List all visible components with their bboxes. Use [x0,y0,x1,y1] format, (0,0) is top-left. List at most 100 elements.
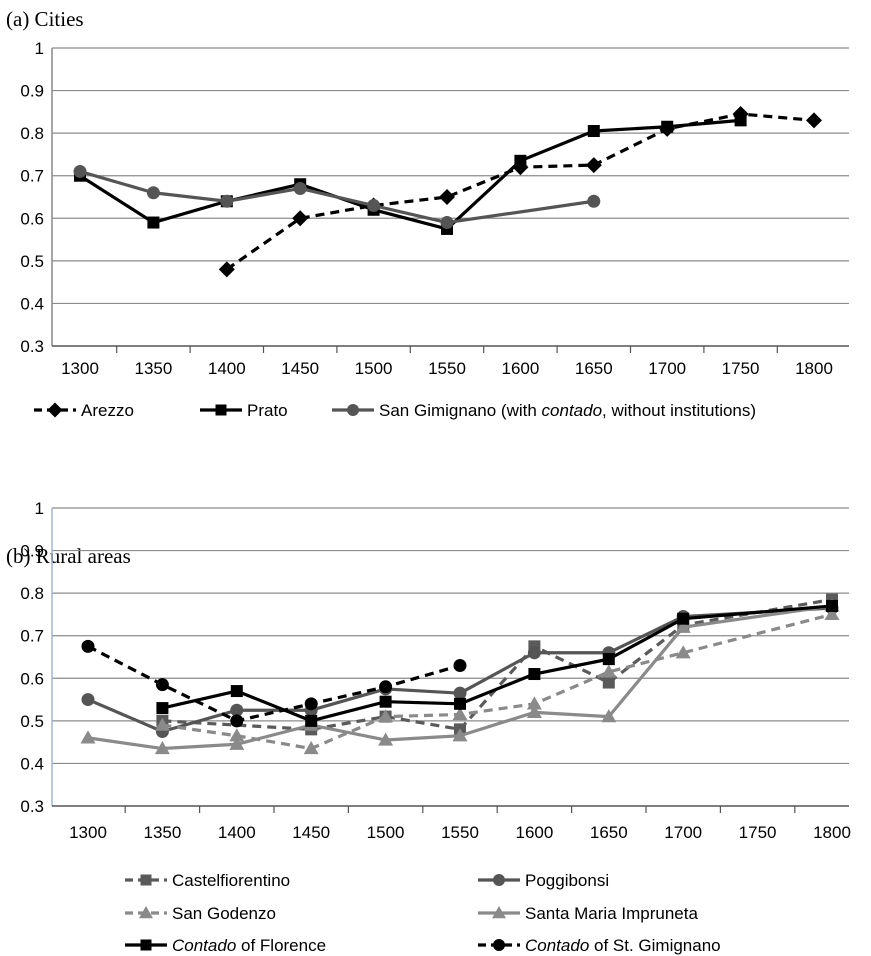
legend-marker [47,402,63,418]
data-point [293,181,307,195]
data-point [156,702,169,715]
legend-item: San Godenzo [125,904,276,923]
legend-item: Castelfiorentino [125,871,290,890]
data-point [587,194,601,208]
data-point [452,728,468,742]
data-point [514,154,527,167]
legend-marker [347,404,359,416]
legend-label: San Godenzo [172,904,276,923]
legend-label: San Gimignano (with contado, without ins… [379,401,756,420]
data-point [230,714,244,728]
y-tick-label: 0.4 [20,294,44,313]
legend-label: Contado of St. Gimignano [525,936,721,955]
data-point [587,125,600,138]
y-tick-label: 0.6 [20,669,44,688]
data-point [218,261,235,278]
x-tick-label: 1350 [143,823,181,842]
x-tick-label: 1450 [292,823,330,842]
data-point [155,678,169,692]
series-line [79,118,741,231]
data-point [378,732,394,746]
data-point [303,741,319,755]
data-point [454,697,466,710]
data-point [367,199,381,213]
series-contado-of-st-gimignano [81,639,467,728]
data-point [379,695,392,708]
data-point [453,659,467,673]
data-point [379,680,393,694]
data-point [527,646,541,660]
legend-marker [493,939,505,951]
chart-panel-rural-areas: (b) Rural areas 0.3 0.4 0.5 0.6 0.7 0.8 0.9 1 130… [6,499,851,955]
y-tick-label: 0.5 [20,712,44,731]
data-point [602,653,615,666]
x-tick-label: 1350 [134,359,172,378]
data-point [526,704,542,718]
x-tick-label: 1500 [367,823,405,842]
y-tick-label: 0.4 [20,754,44,773]
data-point [229,728,245,742]
chart-title: (b) Rural areas [6,544,131,568]
data-point [675,645,691,659]
data-point [73,164,87,178]
x-tick-label: 1300 [69,823,107,842]
series-line [162,612,833,751]
series-line [162,604,833,723]
legend-item: Santa Maria Impruneta [478,904,698,923]
series-line [87,604,833,751]
data-point [81,693,95,707]
data-point [220,194,234,208]
legend-item: Poggibonsi [478,871,609,890]
legend-label: Castelfiorentino [172,871,290,890]
data-point [601,709,617,723]
data-point [439,189,455,205]
legend-label: Prato [247,401,288,420]
series-line [162,597,833,731]
series-san-godenzo [154,606,840,755]
x-tick-label: 1650 [590,823,628,842]
legend-marker [140,939,152,951]
data-point [154,741,170,755]
y-tick-label: 0.9 [20,542,44,561]
y-tick-label: 1 [35,39,44,58]
data-point [602,676,615,689]
legend-item: Contado of St. Gimignano [478,936,721,955]
data-point [826,599,838,612]
data-point [440,216,454,230]
x-tick-label: 1750 [739,823,777,842]
data-point [146,186,160,200]
legend-label: Santa Maria Impruneta [525,904,698,923]
x-tick-label: 1750 [722,359,760,378]
chart-panel-cities: (a) Cities 0.3 0.4 0.5 0.6 0.7 0.8 0.9 1 1300 1350… [6,7,849,420]
y-tick-label: 0.6 [20,209,44,228]
x-tick-label: 1450 [281,359,319,378]
data-point [147,216,160,229]
data-point [154,717,170,731]
x-tick-label: 1550 [428,359,466,378]
series-santa-maria-impruneta [80,598,840,755]
data-point [675,619,691,633]
data-point [81,639,95,653]
legend-item: Arezzo [34,401,134,420]
series-prato [74,114,747,235]
data-point [453,686,467,700]
data-point [292,210,309,227]
x-tick-label: 1650 [575,359,613,378]
data-point [452,706,468,721]
data-point [378,709,394,723]
series-contado-of-florence [156,599,838,727]
series-line [87,606,833,734]
legend-label: Arezzo [81,401,134,420]
data-point [305,714,318,727]
legend-item: Contado of Florence [125,936,326,955]
legend-marker [493,874,505,886]
x-tick-label: 1700 [664,823,702,842]
y-tick-label: 0.3 [20,797,44,816]
y-tick-label: 0.7 [20,167,44,186]
y-tick-label: 0.5 [20,252,44,271]
legend-item: San Gimignano (with contado, without ins… [332,401,756,420]
series-line [87,644,461,723]
legend-marker [139,906,153,919]
x-tick-label: 1700 [648,359,686,378]
